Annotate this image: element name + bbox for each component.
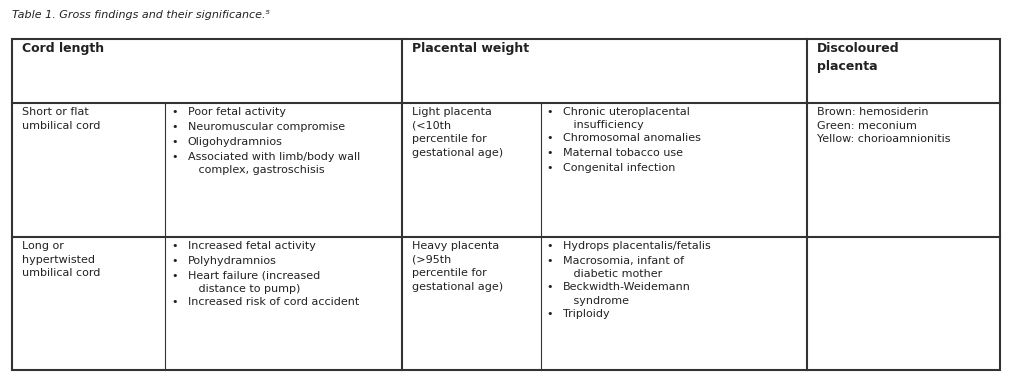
Text: •: • xyxy=(171,122,178,132)
Text: •: • xyxy=(546,133,553,143)
Text: Increased risk of cord accident: Increased risk of cord accident xyxy=(187,298,358,308)
Text: Macrosomia, infant of
   diabetic mother: Macrosomia, infant of diabetic mother xyxy=(562,256,683,279)
Text: Heart failure (increased
   distance to pump): Heart failure (increased distance to pum… xyxy=(187,271,319,295)
Text: •: • xyxy=(171,137,178,147)
Text: Beckwidth-Weidemann
   syndrome: Beckwidth-Weidemann syndrome xyxy=(562,282,691,306)
Text: Placental weight: Placental weight xyxy=(412,42,529,55)
Text: Brown: hemosiderin
Green: meconium
Yellow: chorioamnionitis: Brown: hemosiderin Green: meconium Yello… xyxy=(817,107,950,144)
Text: Triploidy: Triploidy xyxy=(562,309,609,319)
Text: Chronic uteroplacental
   insufficiency: Chronic uteroplacental insufficiency xyxy=(562,107,690,130)
FancyBboxPatch shape xyxy=(12,38,999,370)
Text: Light placenta
(<10th
percentile for
gestational age): Light placenta (<10th percentile for ges… xyxy=(412,107,503,158)
Text: •: • xyxy=(546,309,553,319)
Text: •: • xyxy=(171,271,178,281)
Text: Heavy placenta
(>95th
percentile for
gestational age): Heavy placenta (>95th percentile for ges… xyxy=(412,241,503,292)
Text: •: • xyxy=(546,107,553,117)
Text: •: • xyxy=(546,148,553,158)
Text: Chromosomal anomalies: Chromosomal anomalies xyxy=(562,133,700,143)
Text: •: • xyxy=(546,163,553,173)
Text: •: • xyxy=(171,241,178,251)
Text: Long or
hypertwisted
umbilical cord: Long or hypertwisted umbilical cord xyxy=(22,241,100,278)
Text: Poor fetal activity: Poor fetal activity xyxy=(187,107,285,117)
Text: •: • xyxy=(171,256,178,266)
Text: Short or flat
umbilical cord: Short or flat umbilical cord xyxy=(22,107,100,131)
Text: •: • xyxy=(171,298,178,308)
Text: Neuromuscular compromise: Neuromuscular compromise xyxy=(187,122,345,132)
Text: Table 1. Gross findings and their significance.⁵: Table 1. Gross findings and their signif… xyxy=(12,10,270,20)
Text: Associated with limb/body wall
   complex, gastroschisis: Associated with limb/body wall complex, … xyxy=(187,152,359,176)
Text: •: • xyxy=(546,282,553,292)
Text: Discoloured
placenta: Discoloured placenta xyxy=(817,42,899,73)
Text: •: • xyxy=(546,241,553,251)
Text: •: • xyxy=(171,152,178,162)
Text: Oligohydramnios: Oligohydramnios xyxy=(187,137,282,147)
Text: Hydrops placentalis/fetalis: Hydrops placentalis/fetalis xyxy=(562,241,710,251)
Text: Congenital infection: Congenital infection xyxy=(562,163,674,173)
Text: Cord length: Cord length xyxy=(22,42,104,55)
Text: •: • xyxy=(171,107,178,117)
Text: Polyhydramnios: Polyhydramnios xyxy=(187,256,276,266)
Text: Increased fetal activity: Increased fetal activity xyxy=(187,241,315,251)
Text: Maternal tobacco use: Maternal tobacco use xyxy=(562,148,682,158)
Text: •: • xyxy=(546,256,553,266)
